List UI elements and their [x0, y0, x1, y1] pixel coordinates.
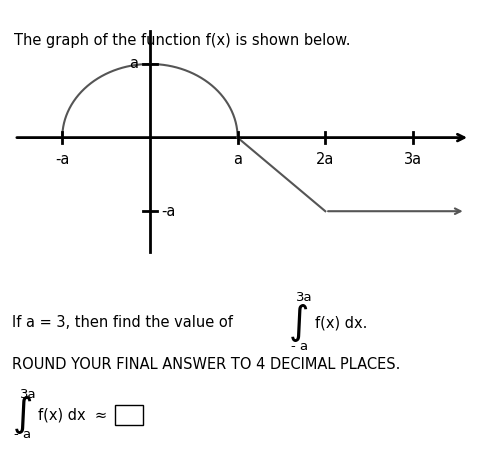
Text: $\int$: $\int$ [12, 394, 32, 436]
Text: a: a [130, 57, 138, 72]
Text: f(x) dx  ≈: f(x) dx ≈ [38, 407, 107, 423]
Text: $\int$: $\int$ [288, 302, 308, 344]
Text: f(x) dx.: f(x) dx. [315, 315, 367, 330]
Text: -a: -a [55, 152, 70, 167]
Text: The graph of the function f(x) is shown below.: The graph of the function f(x) is shown … [14, 33, 350, 48]
Text: 2a: 2a [316, 152, 334, 167]
Text: 3a: 3a [404, 152, 422, 167]
Text: a: a [233, 152, 242, 167]
Text: ROUND YOUR FINAL ANSWER TO 4 DECIMAL PLACES.: ROUND YOUR FINAL ANSWER TO 4 DECIMAL PLA… [12, 357, 400, 372]
Text: If a = 3, then find the value of: If a = 3, then find the value of [12, 315, 233, 330]
Text: - a: - a [14, 429, 31, 442]
Text: -a: -a [161, 204, 176, 219]
Text: 3a: 3a [296, 291, 313, 304]
Text: 3a: 3a [20, 388, 37, 401]
Text: - a: - a [291, 340, 308, 353]
FancyBboxPatch shape [115, 405, 143, 425]
